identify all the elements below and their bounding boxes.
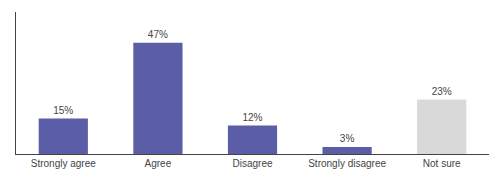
svg-text:Agree: Agree: [145, 158, 172, 169]
svg-text:Strongly agree: Strongly agree: [31, 158, 96, 169]
svg-text:12%: 12%: [242, 112, 262, 123]
svg-text:15%: 15%: [53, 105, 73, 116]
svg-text:3%: 3%: [340, 133, 355, 144]
svg-text:Disagree: Disagree: [232, 158, 272, 169]
svg-text:Strongly disagree: Strongly disagree: [308, 158, 386, 169]
svg-text:47%: 47%: [148, 29, 168, 40]
svg-text:23%: 23%: [432, 86, 452, 97]
svg-text:Not sure: Not sure: [423, 158, 461, 169]
